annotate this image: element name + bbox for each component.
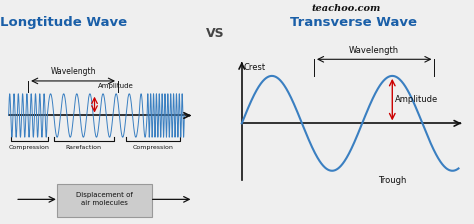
Text: Wavelength: Wavelength xyxy=(349,47,399,56)
Text: VS: VS xyxy=(206,27,225,40)
Text: Compression: Compression xyxy=(9,145,50,150)
Text: Compression: Compression xyxy=(133,145,173,150)
Text: Amplitude: Amplitude xyxy=(99,83,134,89)
FancyBboxPatch shape xyxy=(57,184,152,217)
Text: teachoo.com: teachoo.com xyxy=(311,4,381,13)
Text: Rarefaction: Rarefaction xyxy=(66,145,102,150)
Text: Displacement of
air molecules: Displacement of air molecules xyxy=(76,192,133,206)
Text: Amplitude: Amplitude xyxy=(395,95,438,104)
Text: Wavelength: Wavelength xyxy=(50,67,96,76)
Text: Crest: Crest xyxy=(244,63,266,72)
Text: Transverse Wave: Transverse Wave xyxy=(290,16,417,29)
Text: Trough: Trough xyxy=(378,177,407,185)
Text: Longtitude Wave: Longtitude Wave xyxy=(0,16,128,29)
